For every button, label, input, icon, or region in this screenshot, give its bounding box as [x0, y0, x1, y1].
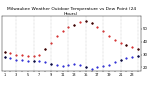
Title: Milwaukee Weather Outdoor Temperature vs Dew Point (24 Hours): Milwaukee Weather Outdoor Temperature vs… [7, 7, 136, 16]
